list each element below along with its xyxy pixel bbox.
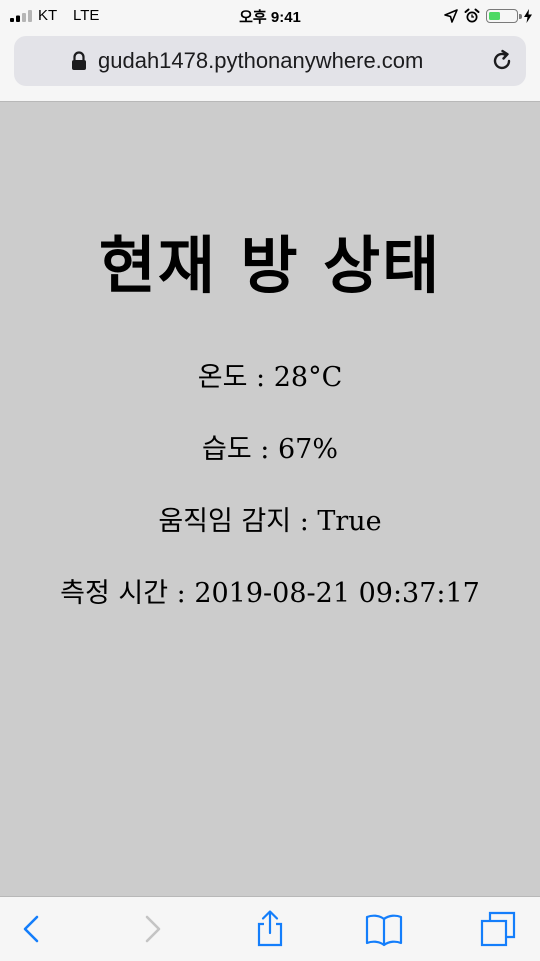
battery-level-fill xyxy=(489,12,500,20)
battery-cap xyxy=(519,13,522,19)
humidity-reading: 습도 : 67% xyxy=(202,434,338,465)
back-icon[interactable] xyxy=(12,909,52,949)
status-clock: 오후 9:41 xyxy=(239,9,301,26)
address-bar[interactable]: gudah1478.pythonanywhere.com xyxy=(14,36,526,86)
measurement-time-reading: 측정 시간 : 2019-08-21 09:37:17 xyxy=(60,578,480,609)
lock-icon xyxy=(72,51,86,70)
page-content: 현재 방 상태 온도 : 28°C 습도 : 67% 움직임 감지 : True… xyxy=(0,102,540,896)
forward-icon[interactable] xyxy=(132,909,172,949)
page-title: 현재 방 상태 xyxy=(98,229,442,302)
alarm-icon xyxy=(464,8,480,23)
status-right-group xyxy=(444,7,532,25)
battery-icon xyxy=(486,9,522,23)
charging-icon xyxy=(524,9,532,23)
share-icon[interactable] xyxy=(250,909,290,949)
signal-icon xyxy=(10,10,32,22)
motion-detection-reading: 움직임 감지 : True xyxy=(158,506,382,537)
reload-icon[interactable] xyxy=(490,49,514,73)
location-arrow-icon xyxy=(444,9,458,23)
tabs-icon[interactable] xyxy=(478,909,518,949)
bookmarks-icon[interactable] xyxy=(364,909,404,949)
browser-toolbar xyxy=(0,896,540,961)
network-type-label: LTE xyxy=(73,7,100,24)
temperature-reading: 온도 : 28°C xyxy=(197,362,343,393)
carrier-label: KT xyxy=(38,7,58,24)
browser-address-area: gudah1478.pythonanywhere.com xyxy=(0,32,540,102)
status-bar: KT LTE 오후 9:41 xyxy=(0,0,540,32)
url-text[interactable]: gudah1478.pythonanywhere.com xyxy=(98,48,424,73)
